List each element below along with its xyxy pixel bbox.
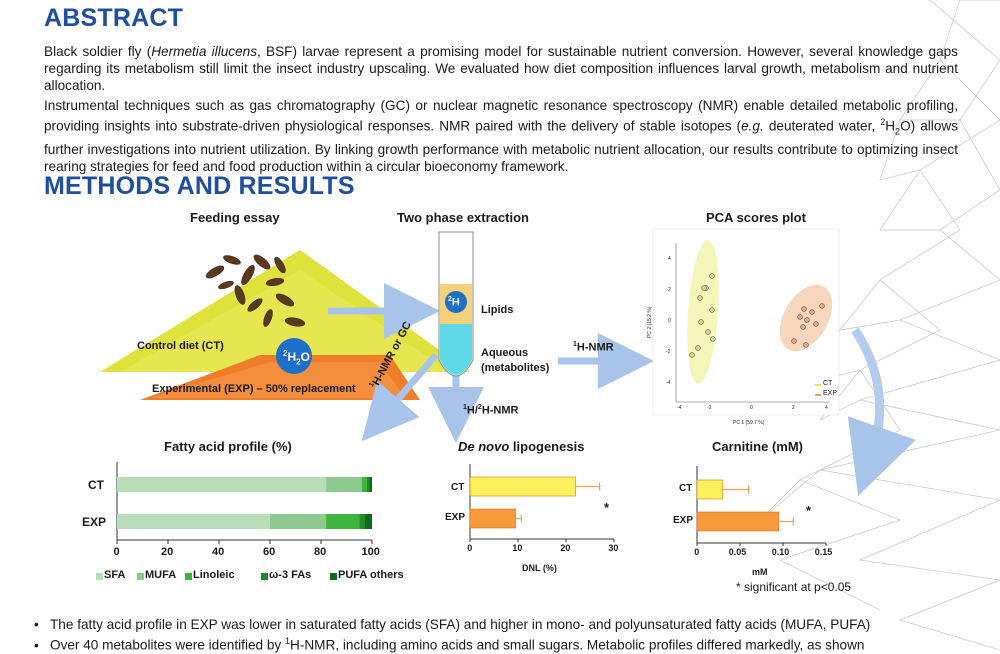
carnitine-bar-ct: [696, 479, 724, 500]
fa-bar-ct: [361, 477, 367, 492]
pca-y-tick: 4: [668, 256, 671, 262]
tube-isotope-label: 2H: [448, 296, 460, 309]
fa-bar-ct: [366, 477, 370, 492]
down-nmr-label: 1H/2H-NMR: [463, 404, 519, 417]
pca-y-tick: 2: [668, 287, 671, 293]
fatty-acid-title: Fatty acid profile (%): [164, 439, 292, 454]
water-label: 2H2O: [283, 349, 310, 367]
fa-legend-swatch: [185, 573, 192, 580]
fa-x-tick-label: 100: [361, 546, 380, 558]
carnitine-x-label: mM: [752, 567, 768, 577]
methods-heading: METHODS AND RESULTS: [44, 172, 355, 200]
abstract-heading: ABSTRACT: [44, 4, 184, 32]
dnl-x-tick-label: 10: [512, 543, 523, 553]
results-bullets: The fatty acid profile in EXP was lower …: [34, 616, 870, 654]
fa-bar-ct: [117, 477, 327, 492]
fa-category-exp: EXP: [82, 515, 107, 529]
dnl-x-tick-label: 0: [467, 543, 473, 553]
feeding-title: Feeding essay: [190, 210, 280, 225]
fa-legend-label: ω-3 FAs: [269, 569, 312, 581]
abstract-paragraph-2: Instrumental techniques such as gas chro…: [44, 98, 958, 174]
fa-legend-swatch: [137, 573, 144, 580]
fa-bar-ct: [369, 477, 372, 492]
carnitine-x-tick-label: 0: [694, 547, 700, 557]
pca-x-label: PC 1 (59.7 %): [733, 420, 765, 426]
pca-y-tick: -2: [666, 349, 671, 355]
fa-category-ct: CT: [88, 478, 104, 492]
dnl-x-tick-label: 20: [560, 543, 571, 553]
carnitine-category-exp: EXP: [673, 515, 694, 526]
dnl-significance-star: *: [604, 500, 610, 515]
carnitine-x-tick-label: 0.05: [728, 547, 747, 557]
aqueous-metabolites-label: (metabolites): [481, 362, 550, 374]
fa-legend-swatch: [330, 573, 337, 580]
carnitine-bar-exp: [696, 511, 779, 532]
dnl-x-tick-label: 30: [608, 543, 619, 553]
fa-bar-exp: [117, 514, 270, 529]
pca-y-tick: 0: [668, 318, 671, 324]
fa-x-tick-label: 20: [161, 546, 174, 558]
carnitine-title: Carnitine (mM): [712, 439, 803, 454]
dnl-category-exp: EXP: [445, 512, 466, 523]
control-diet-label: Control diet (CT): [137, 340, 224, 352]
pca-x-tick: 4: [825, 405, 828, 411]
experimental-diet-label: Experimental (EXP) – 50% replacement: [152, 383, 356, 395]
fa-bar-exp: [326, 514, 360, 529]
fa-x-tick-label: 60: [263, 546, 276, 558]
fa-legend-label: MUFA: [145, 569, 177, 581]
pca-legend-exp: EXP: [823, 390, 838, 397]
bullet-item: The fatty acid profile in EXP was lower …: [34, 616, 870, 633]
carnitine-category-ct: CT: [679, 483, 693, 494]
fa-legend-swatch: [261, 573, 268, 580]
fa-x-tick-label: 40: [212, 546, 225, 558]
pca-x-tick: 2: [792, 405, 795, 411]
fa-x-tick-label: 0: [113, 546, 120, 558]
pca-x-tick: 0: [750, 405, 753, 411]
fa-bar-ct: [326, 477, 362, 492]
fa-legend-label: PUFA others: [338, 569, 404, 581]
pca-y-tick: -4: [666, 380, 671, 386]
extraction-title: Two phase extraction: [397, 210, 529, 225]
fa-legend-label: Linoleic: [193, 569, 235, 581]
pca-x-tick: -4: [677, 405, 682, 411]
fa-bar-exp: [270, 514, 327, 529]
pca-x-tick: -2: [707, 405, 712, 411]
dnl-category-ct: CT: [451, 482, 465, 493]
pca-legend-ct: CT: [823, 380, 833, 387]
hnmr-arrow-label: 1H-NMR: [573, 341, 614, 354]
fa-bar-exp: [359, 514, 365, 529]
abstract-paragraph-1: Black soldier fly (Hermetia illucens, BS…: [44, 44, 958, 94]
carnitine-x-tick-label: 0.15: [814, 547, 833, 557]
fa-bar-exp: [364, 514, 372, 529]
fa-legend-swatch: [96, 573, 103, 580]
fa-legend-label: SFA: [104, 569, 126, 581]
carnitine-x-tick-label: 0.10: [771, 547, 790, 557]
fa-x-tick-label: 80: [314, 546, 327, 558]
lipids-label: Lipids: [481, 304, 514, 316]
significance-note: * significant at p<0.05: [736, 580, 852, 594]
bullet-item: Over 40 metabolites were identified by 1…: [34, 633, 870, 654]
carnitine-significance-star: *: [806, 503, 812, 518]
aqueous-label: Aqueous: [481, 347, 529, 359]
dnl-title: De novo lipogenesis: [458, 439, 585, 454]
dnl-x-label: DNL (%): [522, 563, 557, 573]
pca-title: PCA scores plot: [706, 210, 806, 225]
